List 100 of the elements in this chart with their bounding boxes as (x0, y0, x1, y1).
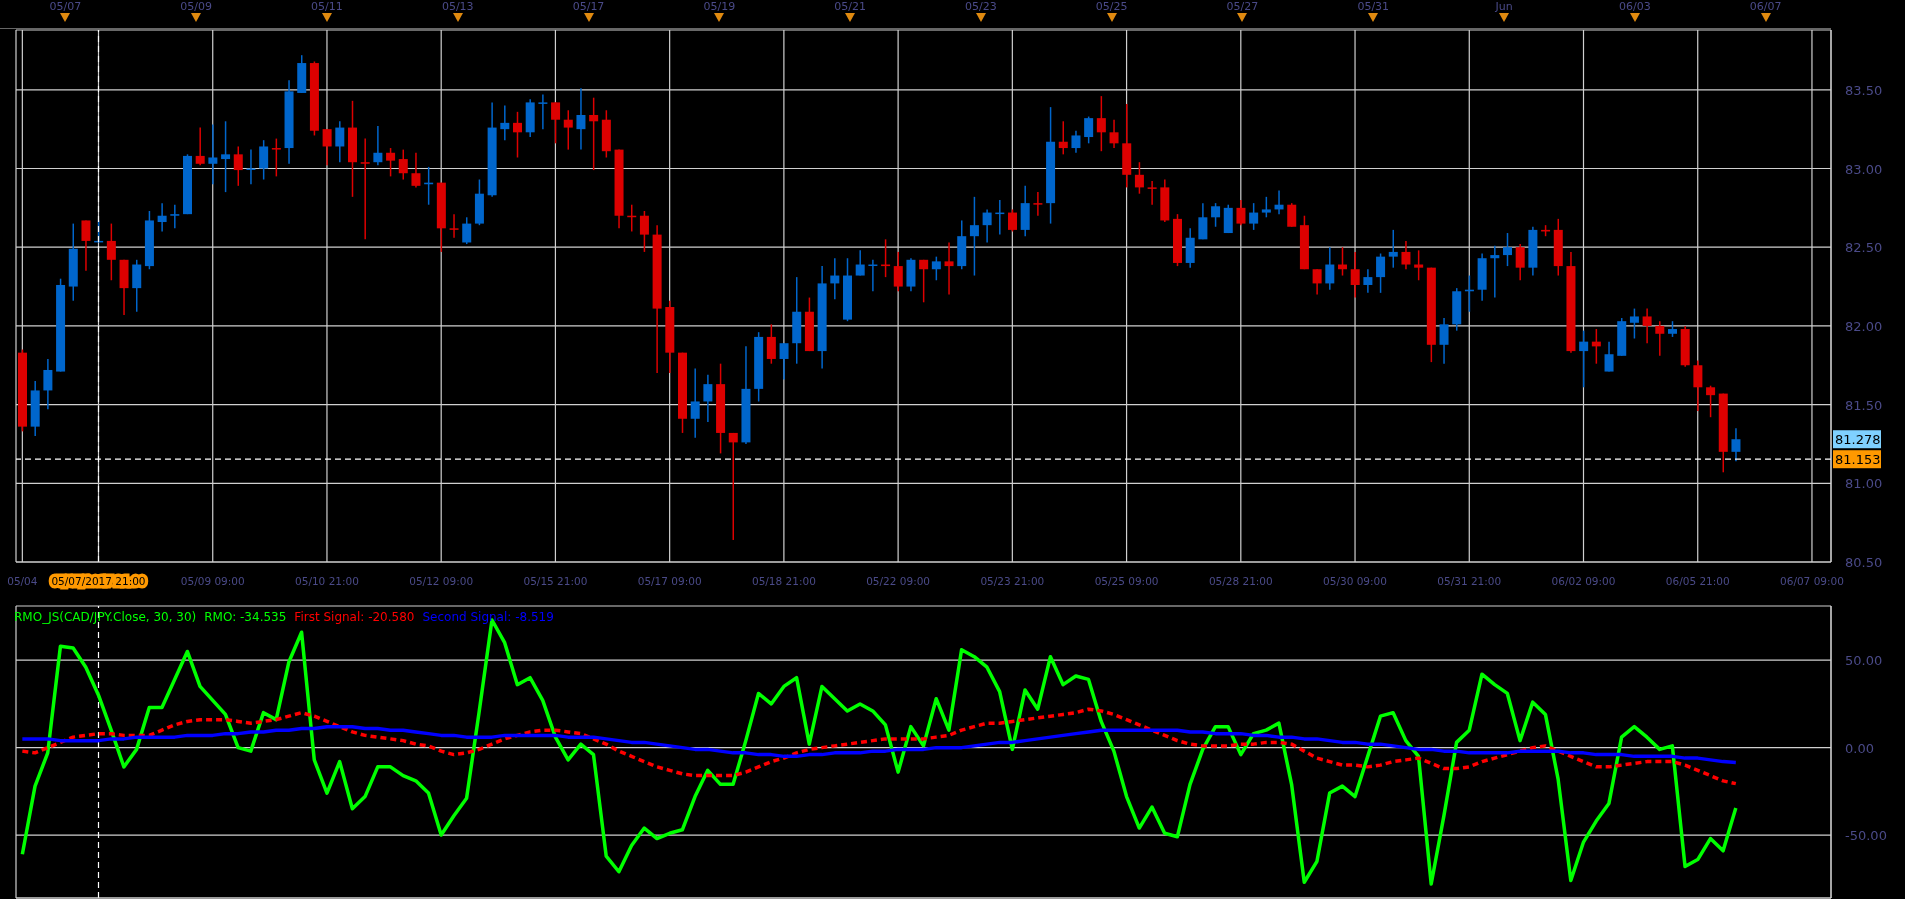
text: 05/21 (833, 0, 867, 13)
candlestick (1287, 202, 1297, 228)
candlestick (1401, 240, 1411, 270)
candlestick (43, 358, 53, 411)
candlestick (1147, 180, 1157, 206)
candlestick (1261, 196, 1271, 219)
candlestick (1198, 202, 1208, 241)
candlestick (1490, 244, 1500, 299)
candlestick (1604, 340, 1614, 373)
candlestick (513, 111, 522, 159)
candlestick (81, 219, 91, 272)
y-tick-label: 81.00 (1845, 476, 1883, 492)
candlestick (1071, 129, 1081, 154)
candlestick (1503, 232, 1512, 267)
candlestick (1363, 268, 1373, 294)
text: 06/07 (1748, 0, 1783, 13)
candlestick (1350, 251, 1360, 299)
x-tick-label: 05/28 21:00 (1208, 575, 1273, 587)
x-tick-label: 05/17 09:00 (637, 575, 702, 587)
candlestick (221, 120, 231, 193)
candlestick (1058, 120, 1068, 156)
text: Jun (1494, 0, 1514, 13)
candlestick (766, 323, 776, 365)
candlestick (538, 93, 548, 130)
candlestick (589, 96, 599, 171)
x-tick-label: 05/22 09:00 (866, 575, 931, 587)
candlestick (690, 367, 700, 439)
candlestick (1642, 307, 1652, 344)
x-tick-label: 05/31 21:00 (1437, 575, 1502, 587)
text: 05/07 (48, 0, 83, 13)
text: 05/09 (179, 0, 213, 13)
candlestick (1096, 95, 1106, 152)
x-tick-label: 05/09 09:00 (180, 575, 245, 587)
y-tick-label: 0.00 (1845, 740, 1874, 756)
candlestick (1388, 229, 1398, 269)
candlestick (373, 125, 383, 167)
candlestick (335, 120, 345, 163)
candlestick (982, 208, 992, 244)
x-tick-label: 06/05 21:00 (1665, 575, 1730, 587)
candlestick (1134, 161, 1144, 195)
candlestick (1109, 118, 1119, 149)
y-tick-label: 81.50 (1845, 397, 1883, 413)
candlestick (1693, 359, 1703, 412)
y-tick-label: 80.50 (1845, 555, 1883, 570)
candlestick (639, 210, 649, 253)
candlestick (1376, 252, 1386, 294)
text: 05/25 (1094, 0, 1129, 13)
y-tick-label: 83.50 (1845, 82, 1883, 98)
candlestick (893, 251, 903, 293)
candlestick (233, 145, 243, 187)
candlestick (1414, 249, 1424, 282)
x-tick-label: 06/07 09:00 (1780, 575, 1844, 587)
candlestick (500, 104, 510, 141)
y-tick-label: 50.00 (1845, 653, 1883, 669)
x-tick-label: 05/15 21:00 (523, 575, 588, 587)
candlestick (1731, 427, 1741, 463)
y-tick-label: 82.00 (1845, 318, 1883, 334)
candlestick (1515, 243, 1525, 282)
y-tick-label: 82.50 (1845, 240, 1883, 256)
candlestick (1325, 246, 1335, 291)
candlestick (919, 259, 929, 304)
text: Second Signal: -8.519 (422, 610, 554, 624)
candlestick (411, 152, 421, 189)
candlestick (1312, 268, 1322, 296)
candlestick (1655, 320, 1665, 357)
candlestick (779, 342, 789, 381)
candlestick (449, 213, 459, 239)
candlestick (157, 202, 167, 233)
candlestick (728, 432, 738, 541)
x-tick-label: 05/23 21:00 (980, 575, 1045, 587)
candlestick (1033, 191, 1043, 217)
candlestick (563, 109, 573, 151)
x-tick-label: 05/04 (7, 575, 38, 587)
candlestick (1249, 202, 1259, 231)
text: 05/17 (571, 0, 606, 13)
text: 05/13 (440, 0, 475, 13)
candlestick (195, 126, 205, 167)
y-tick-label: 83.00 (1845, 161, 1883, 177)
candlestick (360, 137, 370, 241)
candlestick (1439, 317, 1449, 365)
ref-line-label: 81.153 (1835, 452, 1881, 468)
candlestick (106, 222, 116, 282)
candlestick (931, 255, 941, 282)
candlestick (322, 128, 332, 167)
x-tick-label: 05/30 09:00 (1323, 575, 1387, 587)
x-tick-label: 06/02 09:00 (1551, 575, 1616, 587)
candlestick (1008, 208, 1017, 233)
text: First Signal: -20.580 (294, 610, 415, 624)
candlestick (1629, 307, 1639, 340)
candlestick (208, 123, 218, 185)
candlestick (259, 139, 269, 181)
candlestick (969, 196, 979, 277)
candlestick (462, 216, 472, 245)
candlestick (1211, 202, 1221, 228)
line-series (20, 724, 1738, 765)
candlestick (703, 373, 713, 423)
line-series (20, 707, 1738, 786)
candlestick (944, 241, 954, 296)
candlestick (855, 249, 865, 277)
candlestick (551, 101, 561, 145)
